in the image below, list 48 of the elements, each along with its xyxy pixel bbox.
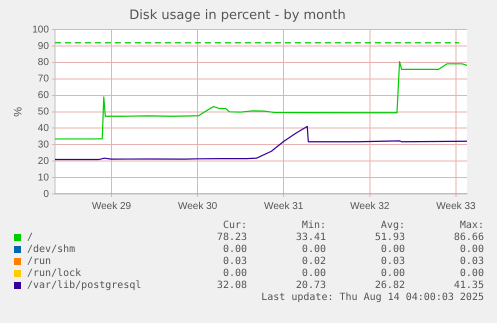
text: 0.00 — [458, 268, 484, 280]
text: Last update: Thu Aug 14 04:00:03 2025 — [260, 292, 484, 304]
text: 0.00 — [300, 244, 326, 256]
legend-label: /var/lib/postgresql — [27, 280, 142, 292]
legend-label: /run/lock — [27, 268, 82, 280]
text: 32.08 — [216, 280, 248, 292]
x-tick-label: Week 32 — [350, 200, 390, 212]
y-tick-label: 40 — [38, 122, 50, 134]
y-axis-title: % — [12, 106, 25, 117]
text: 0.00 — [380, 268, 405, 280]
y-tick-label: 90 — [38, 40, 50, 52]
y-tick-label: 80 — [38, 57, 50, 68]
text: 41.35 — [452, 280, 484, 292]
text: 86.66 — [452, 232, 484, 244]
text: 0.03 — [380, 256, 405, 268]
text: 20.73 — [294, 280, 326, 292]
text: 78.23 — [216, 232, 248, 244]
text: 0.02 — [300, 256, 326, 268]
text: 0.00 — [458, 244, 484, 256]
text: 0.00 — [300, 268, 326, 280]
y-tick-label: 0 — [43, 188, 50, 200]
y-tick-label: 100 — [32, 24, 50, 36]
text: 0.00 — [222, 244, 248, 256]
legend-label: / — [27, 232, 34, 244]
x-tick-label: Week 29 — [92, 200, 132, 212]
chart-title: Disk usage in percent - by month — [129, 8, 346, 24]
legend-label: /dev/shm — [27, 244, 76, 256]
text: 0.00 — [222, 268, 248, 280]
legend-label: /run — [27, 256, 52, 268]
y-tick-label: 60 — [38, 90, 50, 102]
y-tick-label: 70 — [38, 74, 50, 85]
text: 33.41 — [294, 232, 326, 244]
x-tick-label: Week 30 — [178, 200, 218, 212]
text: 51.93 — [374, 232, 405, 244]
text: 0.03 — [222, 256, 248, 268]
text: Cur: — [222, 220, 248, 232]
y-tick-label: 10 — [38, 172, 50, 184]
text: 26.82 — [374, 280, 405, 292]
text: 0.03 — [458, 256, 484, 268]
y-tick-label: 30 — [38, 139, 50, 150]
text: 0.00 — [380, 244, 405, 256]
text: Avg: — [380, 220, 405, 232]
y-tick-label: 20 — [38, 156, 50, 167]
text: Min: — [300, 220, 326, 232]
y-tick-label: 50 — [38, 106, 50, 118]
x-tick-label: Week 31 — [264, 200, 304, 212]
x-tick-label: Week 33 — [436, 200, 476, 212]
text: Max: — [458, 220, 484, 232]
